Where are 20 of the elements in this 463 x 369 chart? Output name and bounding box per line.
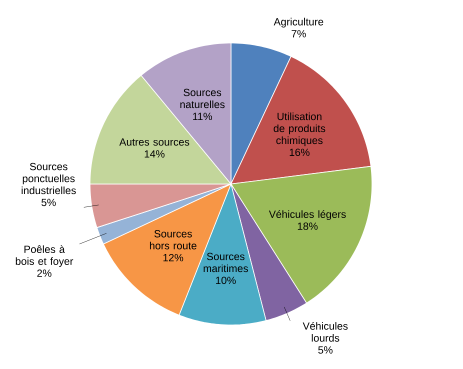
data-label: 7% [292, 30, 306, 38]
slice-label: Utilisation de produits chimiques [274, 112, 326, 146]
data-label: 16% [290, 148, 310, 156]
slice-label: Sources maritimes [204, 252, 248, 272]
data-label: 5% [41, 198, 56, 206]
data-label: 11% [193, 112, 212, 120]
slice-label: Sources ponctuelles industrielles [22, 162, 76, 194]
slice-label: Véhicules lourds [302, 322, 348, 342]
data-label: 2% [37, 270, 52, 277]
data-label: 12% [163, 254, 184, 262]
data-label: 5% [318, 346, 333, 354]
data-label: 18% [298, 222, 318, 230]
slice-label: Poêles à bois et foyer [16, 245, 74, 268]
slice-label: Sources naturelles [180, 88, 225, 108]
slice-label: Autres sources [119, 138, 190, 146]
slice-label: Agriculture [274, 18, 324, 28]
data-label: 10% [216, 276, 236, 284]
data-label: 14% [144, 150, 165, 158]
slice-label: Sources hors route [150, 230, 196, 250]
slice-label: Véhicules légers [268, 210, 346, 220]
